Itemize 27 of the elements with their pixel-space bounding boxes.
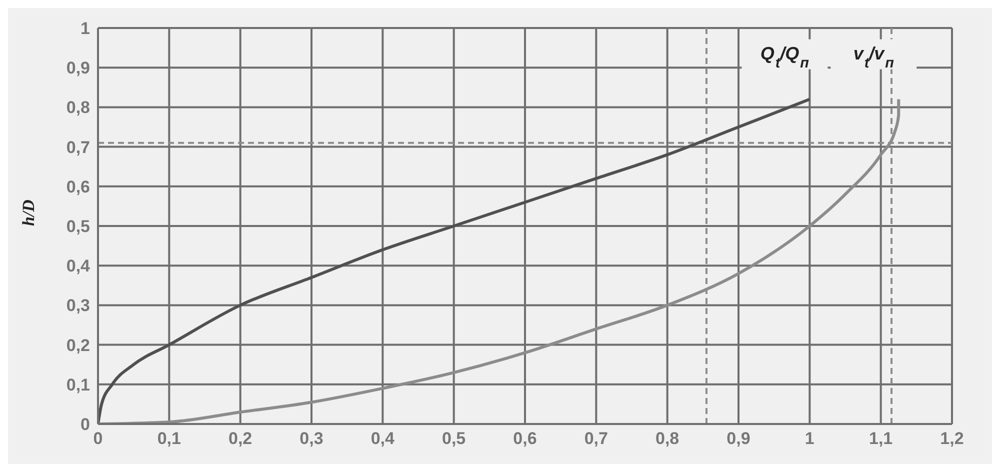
- y-axis-title: h/D: [19, 200, 38, 226]
- x-tick-label: 0,4: [370, 429, 396, 448]
- series-label: v$_{t}$/v$_{п}$: [853, 43, 894, 72]
- series-label: Q$_{t}$/Q$_{п}$: [760, 43, 810, 72]
- x-tick-label: 0,8: [656, 429, 680, 448]
- x-tick-label: 1,2: [940, 429, 964, 448]
- x-tick-label: 0,2: [228, 429, 252, 448]
- y-tick-label: 0,3: [66, 296, 90, 316]
- y-tick-label: 0,5: [66, 217, 90, 236]
- x-tick-label: 0,3: [300, 429, 324, 448]
- y-tick-label: 0,4: [66, 256, 91, 276]
- x-tick-label: 0: [93, 429, 103, 448]
- y-tick-label: 1: [80, 19, 90, 38]
- x-tick-label: 1: [804, 429, 814, 448]
- x-tick-label: 0,6: [513, 429, 537, 448]
- y-tick-label: 0: [80, 415, 90, 434]
- y-tick-label: 0,9: [66, 58, 90, 78]
- y-tick-label: 0,6: [66, 177, 90, 196]
- x-tick-label: 1,1: [869, 429, 893, 448]
- x-tick-label: 0,7: [584, 429, 608, 448]
- y-tick-label: 0,1: [66, 375, 90, 394]
- x-tick-label: 0,1: [157, 429, 181, 448]
- y-tick-label: 0,7: [66, 138, 90, 157]
- x-tick-label: 0,5: [442, 429, 466, 448]
- x-tick-label: 0,9: [726, 429, 750, 448]
- y-tick-label: 0,8: [66, 98, 90, 118]
- y-tick-label: 0,2: [66, 336, 90, 355]
